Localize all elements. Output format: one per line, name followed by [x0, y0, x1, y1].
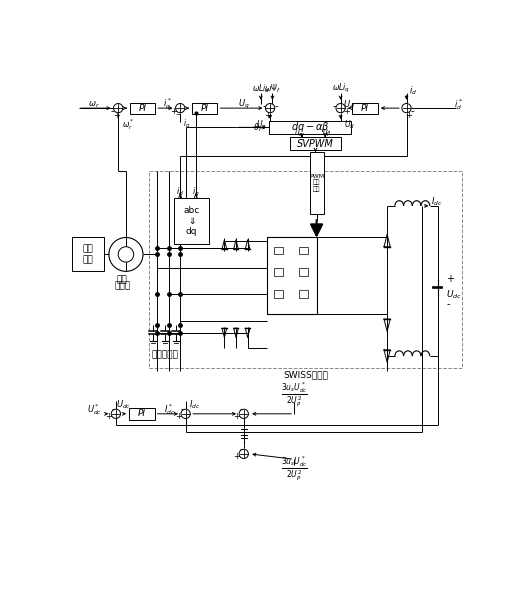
Text: $U_{dc}^*$: $U_{dc}^*$: [88, 401, 103, 417]
Text: PWM
脉冲
信号: PWM 脉冲 信号: [309, 174, 324, 192]
Bar: [299, 247, 308, 254]
Text: $\omega_r^*$: $\omega_r^*$: [122, 117, 135, 132]
Text: $i_d$: $i_d$: [409, 84, 417, 97]
Text: $\dfrac{3u_sU_{dc}^*}{2U_P^2}$: $\dfrac{3u_sU_{dc}^*}{2U_P^2}$: [281, 455, 308, 483]
Bar: [149, 171, 462, 368]
Text: $dq-\alpha\beta$: $dq-\alpha\beta$: [291, 120, 330, 135]
Text: $I_{dc}$: $I_{dc}$: [431, 196, 443, 208]
Text: $u_\alpha$: $u_\alpha$: [294, 128, 304, 139]
Circle shape: [176, 104, 185, 113]
Text: +: +: [264, 110, 271, 120]
Bar: [274, 290, 283, 298]
Text: -: -: [411, 106, 414, 116]
Bar: [174, 198, 209, 244]
Bar: [267, 237, 318, 314]
Text: $U_{dc}$: $U_{dc}$: [446, 288, 462, 301]
Text: +: +: [233, 412, 240, 422]
Text: $\omega Li_d$: $\omega Li_d$: [252, 82, 270, 95]
Text: $i_d^*$: $i_d^*$: [454, 97, 463, 111]
Text: SWISS整流器: SWISS整流器: [283, 371, 328, 380]
Circle shape: [111, 409, 121, 419]
Circle shape: [118, 247, 134, 262]
Text: PI: PI: [139, 104, 147, 113]
Text: $\omega_r$: $\omega_r$: [89, 99, 100, 110]
Text: $\omega Li_q$: $\omega Li_q$: [332, 82, 350, 95]
Bar: [129, 407, 155, 420]
Text: +: +: [170, 107, 177, 116]
Text: -: -: [111, 406, 114, 415]
Text: $i_d$: $i_d$: [176, 186, 184, 198]
Text: $\omega\Psi_f$: $\omega\Psi_f$: [264, 82, 281, 95]
Text: PI: PI: [201, 104, 209, 113]
Text: +: +: [406, 110, 412, 120]
Text: $U_d$: $U_d$: [343, 98, 355, 110]
Circle shape: [109, 237, 143, 272]
Text: +: +: [343, 107, 350, 116]
Text: PI: PI: [138, 409, 146, 418]
Text: -: -: [239, 406, 242, 415]
Text: $\theta_r$: $\theta_r$: [253, 121, 263, 133]
Text: $U_{dc}$: $U_{dc}$: [116, 398, 131, 411]
Circle shape: [181, 409, 190, 419]
Text: -: -: [446, 299, 450, 309]
Text: PI: PI: [361, 104, 369, 113]
Text: 发电机: 发电机: [114, 282, 130, 291]
Bar: [72, 237, 104, 272]
Bar: [269, 121, 351, 133]
Text: SVPWM: SVPWM: [297, 139, 334, 148]
Text: $\dfrac{3u_sU_{dc}^*}{2U_P^2}$: $\dfrac{3u_sU_{dc}^*}{2U_P^2}$: [281, 381, 308, 409]
Text: -: -: [181, 406, 184, 415]
Text: 电容滤波器: 电容滤波器: [151, 350, 178, 359]
Text: $I_{dc}^*$: $I_{dc}^*$: [165, 401, 176, 417]
Bar: [299, 290, 308, 298]
Text: $^-$: $^-$: [174, 110, 182, 120]
Text: +: +: [105, 412, 112, 422]
Text: -: -: [110, 106, 114, 116]
Circle shape: [336, 104, 345, 113]
Text: +: +: [113, 110, 120, 120]
Text: $U_d$: $U_d$: [344, 119, 355, 131]
Text: 高速: 高速: [117, 275, 127, 284]
Text: -: -: [275, 101, 278, 111]
Text: -: -: [333, 101, 336, 111]
Text: -: -: [239, 445, 242, 454]
Bar: [299, 268, 308, 276]
Text: abc
⇓
dq: abc ⇓ dq: [183, 206, 200, 236]
Text: 原动
装置: 原动 装置: [83, 245, 93, 264]
Circle shape: [239, 409, 248, 419]
Text: $U_q$: $U_q$: [256, 119, 267, 132]
Bar: [130, 103, 156, 114]
Text: +: +: [175, 412, 182, 422]
Bar: [290, 138, 341, 149]
Circle shape: [239, 449, 248, 458]
Text: $I_{dc}$: $I_{dc}$: [189, 398, 201, 411]
Circle shape: [266, 104, 275, 113]
Text: $i_q^*$: $i_q^*$: [163, 97, 172, 112]
Bar: [274, 247, 283, 254]
Bar: [310, 152, 324, 213]
Text: $i_q$: $i_q$: [192, 186, 200, 199]
Text: +: +: [446, 274, 454, 284]
Text: $U_q$: $U_q$: [238, 98, 249, 111]
Bar: [274, 268, 283, 276]
Circle shape: [114, 104, 123, 113]
Bar: [352, 103, 378, 114]
Text: -: -: [262, 101, 266, 111]
Text: $i_q$: $i_q$: [183, 118, 191, 131]
Bar: [192, 103, 217, 114]
Circle shape: [402, 104, 411, 113]
Text: +: +: [233, 452, 240, 461]
Text: $u_\beta$: $u_\beta$: [322, 128, 333, 139]
